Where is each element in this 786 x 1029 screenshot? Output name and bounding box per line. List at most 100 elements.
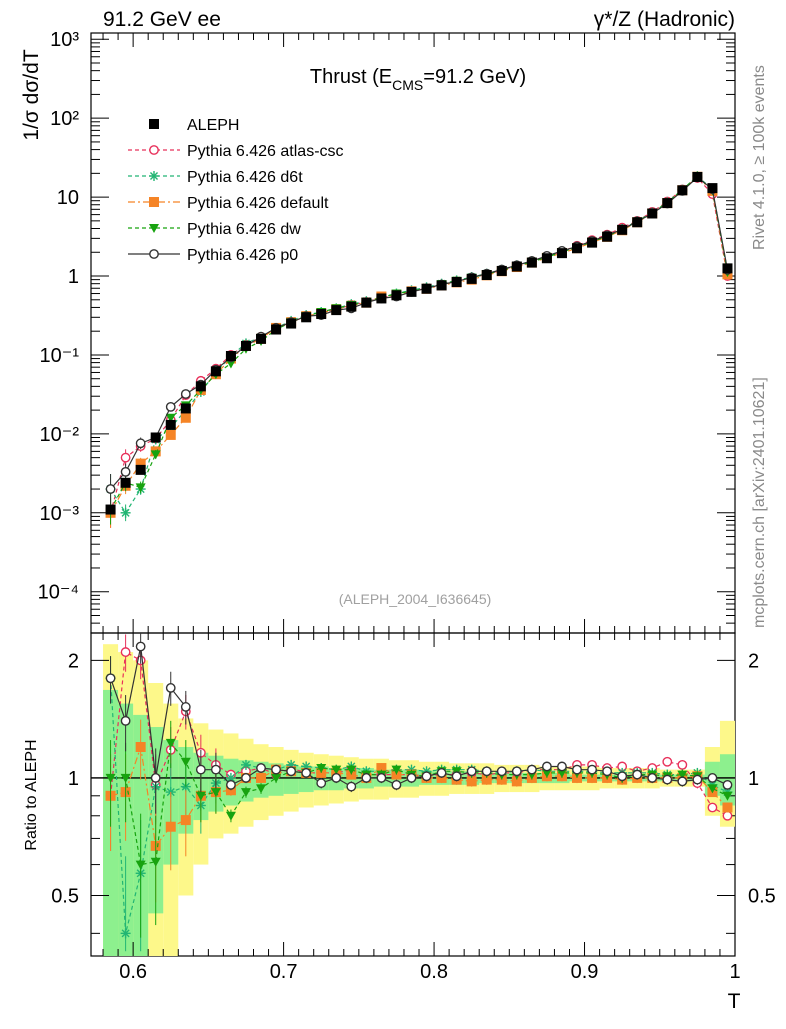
ratio-point-pythia-6-426-p0 <box>316 778 327 788</box>
legend-marker <box>149 145 159 155</box>
ratio-point-pythia-6-426-default <box>481 774 492 785</box>
ratio-point-pythia-6-426-p0 <box>722 779 733 790</box>
ratio-point-pythia-6-426-dw <box>120 773 131 783</box>
ratio-point-pythia-6-426-p0 <box>466 766 477 777</box>
y-tick-label: 10³ <box>50 29 79 51</box>
ratio-point-pythia-6-426-atlas-csc <box>707 802 718 813</box>
data-point-pythia-6-426-p0 <box>180 389 191 399</box>
ratio-point-pythia-6-426-p0 <box>677 776 688 787</box>
data-point-pythia-6-426-p0 <box>165 401 176 412</box>
ratio-y-tick-label-left: 1 <box>68 768 79 790</box>
x-tick-label: 0.6 <box>119 961 147 983</box>
data-point-aleph <box>105 504 116 515</box>
data-point-pythia-6-426-dw <box>135 483 146 493</box>
ratio-y-axis-label: Ratio to ALEPH <box>23 739 40 850</box>
ratio-point-pythia-6-426-dw <box>256 784 267 794</box>
ratio-point-pythia-6-426-dw <box>210 788 221 798</box>
star-marker-stroke <box>241 760 251 769</box>
ratio-y-tick-label-left: 0.5 <box>51 886 79 908</box>
ratio-point-pythia-6-426-p0 <box>572 764 582 775</box>
ratio-y-tick-label-right: 1 <box>748 768 759 790</box>
ratio-point-pythia-6-426-p0 <box>195 764 206 775</box>
ratio-point-pythia-6-426-p0 <box>602 766 613 777</box>
data-point-aleph <box>526 257 537 268</box>
legend-marker <box>149 249 159 259</box>
data-point-aleph <box>677 185 688 196</box>
data-point-pythia-6-426-default <box>135 458 146 469</box>
ratio-point-pythia-6-426-p0 <box>271 764 281 775</box>
y-tick-label: 10⁻² <box>40 424 80 446</box>
data-point-aleph <box>617 224 628 235</box>
ratio-point-pythia-6-426-p0 <box>241 773 251 783</box>
data-point-aleph <box>301 312 312 323</box>
mcplots-citation: mcplots.cern.ch [arXiv:2401.10621] <box>751 377 768 628</box>
legend-marker <box>149 197 159 207</box>
data-point-pythia-6-426-p0 <box>120 466 131 477</box>
chart-title-main: Thrust (E <box>310 66 392 88</box>
ratio-point-pythia-6-426-dw <box>271 773 282 783</box>
data-point-aleph <box>135 464 146 475</box>
series-aleph <box>105 171 733 515</box>
legend-entry-pythia-6-426-p0: Pythia 6.426 p0 <box>128 247 298 264</box>
axis-ticks: 0.6 0.7 0.8 0.9 1 10⁻⁴ 10⁻³ 10⁻² 10⁻¹ 1 10 10² 10³ 0.… <box>38 29 776 983</box>
rivet-version-text: Rivet 4.1.0, ≥ 100k events <box>751 65 768 250</box>
ratio-point-pythia-6-426-atlas-csc <box>677 759 688 770</box>
data-point-aleph <box>481 270 492 281</box>
data-point-aleph <box>391 290 402 301</box>
legend-entry-pythia-6-426-dw: Pythia 6.426 dw <box>128 221 301 238</box>
data-point-pythia-6-426-atlas-csc <box>120 452 131 463</box>
y-tick-label: 1 <box>68 266 79 288</box>
ratio-point-pythia-6-426-p0 <box>542 761 552 772</box>
ratio-point-pythia-6-426-dw <box>391 765 402 775</box>
data-point-aleph <box>271 324 282 335</box>
data-point-aleph <box>225 350 236 361</box>
ratio-point-pythia-6-426-d6t <box>240 759 251 770</box>
x-tick-label: 1 <box>729 961 740 983</box>
ratio-point-pythia-6-426-p0 <box>120 715 131 726</box>
data-point-aleph <box>180 403 191 414</box>
star-marker-stroke <box>121 508 130 517</box>
legend-marker <box>149 171 159 181</box>
star-marker-stroke <box>226 773 235 782</box>
star-marker-stroke <box>149 171 159 181</box>
data-point-aleph <box>346 301 357 312</box>
ratio-point-pythia-6-426-p0 <box>406 773 417 783</box>
legend-label: Pythia 6.426 default <box>187 195 329 212</box>
ratio-point-pythia-6-426-dw <box>240 788 251 798</box>
ratio-point-pythia-6-426-p0 <box>331 773 342 783</box>
data-point-aleph <box>421 283 432 294</box>
data-point-aleph <box>572 243 583 254</box>
ratio-point-pythia-6-426-dw <box>195 791 206 801</box>
data-point-pythia-6-426-d6t <box>120 507 131 518</box>
ratio-point-pythia-6-426-p0 <box>210 764 221 775</box>
data-point-aleph <box>165 419 176 430</box>
ratio-point-pythia-6-426-p0 <box>647 773 658 783</box>
ratio-point-pythia-6-426-p0 <box>662 774 673 785</box>
legend-marker <box>149 119 159 129</box>
ratio-series-pythia-6-426-d6t <box>105 656 733 952</box>
ratio-point-pythia-6-426-p0 <box>481 766 492 777</box>
data-point-aleph <box>496 265 507 276</box>
ratio-point-pythia-6-426-p0 <box>692 774 703 785</box>
ratio-point-pythia-6-426-dw <box>105 773 116 783</box>
data-point-aleph <box>376 293 387 304</box>
ratio-point-pythia-6-426-p0 <box>226 779 236 790</box>
ratio-point-pythia-6-426-default <box>135 742 146 753</box>
ratio-point-pythia-6-426-p0 <box>150 773 161 783</box>
data-point-pythia-6-426-dw <box>150 450 161 460</box>
legend-marker <box>149 224 159 233</box>
data-point-pythia-6-426-p0 <box>135 438 146 449</box>
ratio-point-pythia-6-426-p0 <box>376 773 387 783</box>
ratio-point-pythia-6-426-dw <box>165 738 176 748</box>
ratio-point-pythia-6-426-p0 <box>301 768 312 778</box>
ratio-point-pythia-6-426-dw <box>150 857 161 867</box>
x-axis-label: T <box>728 990 741 1013</box>
data-point-pythia-6-426-dw <box>225 359 236 369</box>
ratio-point-pythia-6-426-default <box>722 802 733 813</box>
ratio-point-pythia-6-426-p0 <box>256 763 266 773</box>
ratio-point-pythia-6-426-default <box>376 763 387 774</box>
ratio-point-pythia-6-426-dw <box>316 764 327 774</box>
data-series <box>105 171 733 952</box>
ratio-point-pythia-6-426-p0 <box>451 771 462 782</box>
